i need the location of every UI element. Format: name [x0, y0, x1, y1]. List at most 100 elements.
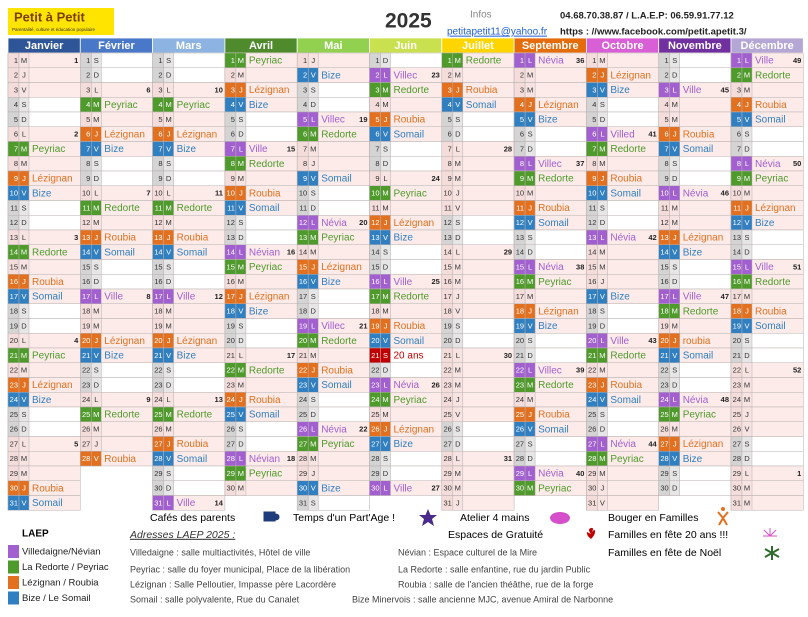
weekday: J: [601, 277, 605, 286]
month-name: Novembre: [668, 40, 722, 52]
weekday: M: [672, 307, 678, 316]
week-number: 30: [504, 351, 512, 360]
activity-place: Ville: [104, 292, 123, 303]
day-number: 27: [660, 439, 668, 448]
activity-place: Bize: [321, 70, 341, 81]
day-number: 23: [516, 380, 524, 389]
month-name: Mars: [176, 40, 202, 52]
weekday: M: [21, 262, 27, 271]
weekday: M: [310, 454, 316, 463]
day-number: 26: [733, 425, 741, 434]
weekday: D: [383, 262, 389, 271]
weekday: L: [383, 484, 387, 493]
day-number: 16: [443, 277, 451, 286]
weekday: L: [383, 71, 387, 80]
address: Lézignan : Salle Pelloutier, Impasse pèr…: [130, 579, 336, 589]
weekday: S: [600, 203, 605, 212]
weekday: L: [311, 218, 315, 227]
day-number: 7: [737, 144, 741, 153]
activity-place: Lézignan: [104, 129, 145, 140]
day-number: 20: [660, 336, 668, 345]
day-number: 1: [303, 56, 307, 65]
week-number: 49: [793, 56, 801, 65]
weekday: D: [600, 218, 606, 227]
weekday: M: [165, 100, 171, 109]
day-number: 2: [158, 71, 162, 80]
day-number: 15: [371, 262, 379, 271]
day-number: 6: [231, 130, 235, 139]
activity-place: Bize: [177, 144, 197, 155]
weekday: D: [310, 410, 316, 419]
weekday: J: [456, 189, 460, 198]
day-number: 25: [660, 410, 668, 419]
activity-place: Lézignan: [683, 233, 724, 244]
activity-place: Roubia: [538, 410, 570, 421]
week-number: 48: [721, 395, 729, 404]
icon-palette: [550, 512, 570, 524]
month-name: Mai: [324, 40, 342, 52]
day-number: 23: [82, 380, 90, 389]
weekday: L: [94, 292, 98, 301]
weekday: V: [21, 498, 26, 507]
weekday: M: [238, 366, 244, 375]
day-number: 10: [154, 189, 162, 198]
weekday: M: [93, 410, 99, 419]
weekday: L: [673, 395, 677, 404]
weekday: V: [528, 115, 533, 124]
weekday: J: [528, 410, 532, 419]
weekday: S: [94, 262, 99, 271]
activity-place: Bize: [177, 351, 197, 362]
weekday: M: [93, 218, 99, 227]
weekday: M: [382, 100, 388, 109]
weekday: L: [239, 248, 243, 257]
activity-place: Redorte: [610, 144, 646, 155]
week-number: 13: [215, 395, 223, 404]
weekday: D: [383, 366, 389, 375]
weekday: S: [21, 410, 26, 419]
day-number: 1: [158, 56, 162, 65]
weekday: M: [672, 218, 678, 227]
weekday: M: [382, 307, 388, 316]
month-name: Septembre: [522, 40, 579, 52]
weekday: M: [599, 56, 605, 65]
activity-place: Redorte: [683, 306, 719, 317]
day-number: 20: [516, 336, 524, 345]
day-number: 16: [588, 277, 596, 286]
day-number: 14: [227, 248, 235, 257]
weekday: M: [310, 439, 316, 448]
weekday: M: [238, 277, 244, 286]
week-number: 27: [431, 484, 439, 493]
activity-place: Peyriac: [104, 100, 137, 111]
facebook: https : //www.facebook.com/petit.apetit.…: [560, 27, 747, 38]
activity-place: Bize: [394, 233, 414, 244]
icon-juggler: [717, 511, 729, 526]
day-number: 6: [448, 130, 452, 139]
day-number: 19: [82, 321, 90, 330]
day-number: 19: [660, 321, 668, 330]
icon-snowflake: [764, 546, 780, 560]
day-number: 27: [371, 439, 379, 448]
day-number: 12: [660, 218, 668, 227]
activity-place: Peyriac: [32, 351, 65, 362]
day-number: 28: [588, 454, 596, 463]
day-number: 24: [227, 395, 235, 404]
weekday: J: [167, 130, 171, 139]
weekday: J: [456, 85, 460, 94]
email[interactable]: petitapetit11@yahoo.fr: [447, 27, 548, 38]
weekday: L: [22, 130, 26, 139]
day-number: 23: [10, 380, 18, 389]
weekday: D: [672, 174, 678, 183]
weekday: J: [239, 395, 243, 404]
day-number: 16: [10, 277, 18, 286]
day-number: 10: [299, 189, 307, 198]
weekday: S: [672, 262, 677, 271]
weekday: V: [455, 307, 460, 316]
day-number: 17: [660, 292, 668, 301]
activity-label: Temps d'un Part'Age !: [293, 512, 395, 524]
day-number: 24: [443, 395, 451, 404]
day-number: 17: [516, 292, 524, 301]
day-number: 11: [733, 203, 741, 212]
day-number: 15: [227, 262, 235, 271]
day-number: 2: [303, 71, 307, 80]
